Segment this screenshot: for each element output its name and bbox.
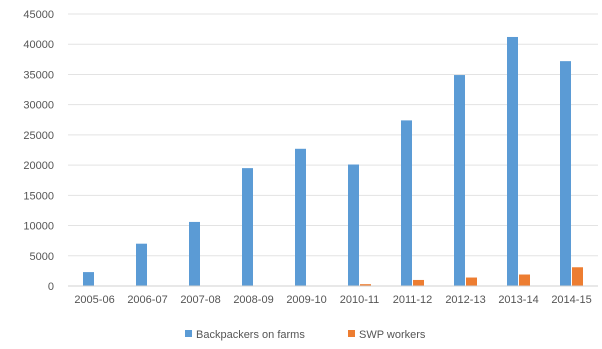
x-tick-label: 2012-13 (445, 294, 485, 306)
y-tick-label: 40000 (23, 39, 54, 51)
y-tick-label: 5000 (30, 251, 54, 263)
bar-backpackers (454, 75, 465, 286)
y-axis-tick-labels: 0 5000 10000 15000 20000 25000 30000 35000 40000… (23, 9, 54, 293)
y-tick-label: 35000 (23, 69, 54, 81)
bar-swp-workers (413, 279, 424, 286)
bar-backpackers (136, 243, 147, 286)
gridlines (68, 13, 598, 257)
legend: Backpackers on farms SWP workers (185, 329, 426, 341)
x-axis-tick-labels: 2005-06 2006-07 2007-08 2008-09 2009-10 2010-… (74, 294, 591, 306)
y-tick-label: 15000 (23, 190, 54, 202)
y-tick-label: 10000 (23, 221, 54, 233)
bar-backpackers (560, 61, 571, 286)
bar-backpackers (83, 272, 94, 286)
bar-backpackers (295, 148, 306, 286)
bar-backpackers (242, 168, 253, 286)
y-tick-label: 30000 (23, 100, 54, 112)
bar-backpackers (401, 120, 412, 286)
x-tick-label: 2010-11 (340, 294, 380, 306)
x-tick-label: 2011-12 (393, 294, 433, 306)
legend-swatch-swp-workers (348, 330, 355, 337)
bar-backpackers (189, 221, 200, 286)
legend-label-swp-workers: SWP workers (359, 329, 426, 341)
y-tick-label: 20000 (23, 160, 54, 172)
y-tick-label: 0 (48, 281, 54, 293)
bar-swp-workers (519, 274, 530, 286)
bar-swp-workers (360, 284, 371, 286)
x-tick-label: 2013-14 (498, 294, 538, 306)
bar-backpackers (348, 164, 359, 286)
x-tick-label: 2006-07 (127, 294, 167, 306)
legend-label-backpackers: Backpackers on farms (196, 329, 305, 341)
bar-swp-workers (572, 267, 583, 286)
x-tick-label: 2005-06 (74, 294, 114, 306)
bar-backpackers (507, 36, 518, 286)
legend-swatch-backpackers (185, 330, 192, 337)
x-tick-label: 2009-10 (286, 294, 326, 306)
x-tick-label: 2014-15 (551, 294, 591, 306)
x-tick-label: 2007-08 (180, 294, 220, 306)
bar-swp-workers (466, 277, 477, 286)
y-tick-label: 25000 (23, 130, 54, 142)
bars (83, 36, 583, 286)
y-tick-label: 45000 (23, 9, 54, 21)
x-tick-label: 2008-09 (233, 294, 273, 306)
